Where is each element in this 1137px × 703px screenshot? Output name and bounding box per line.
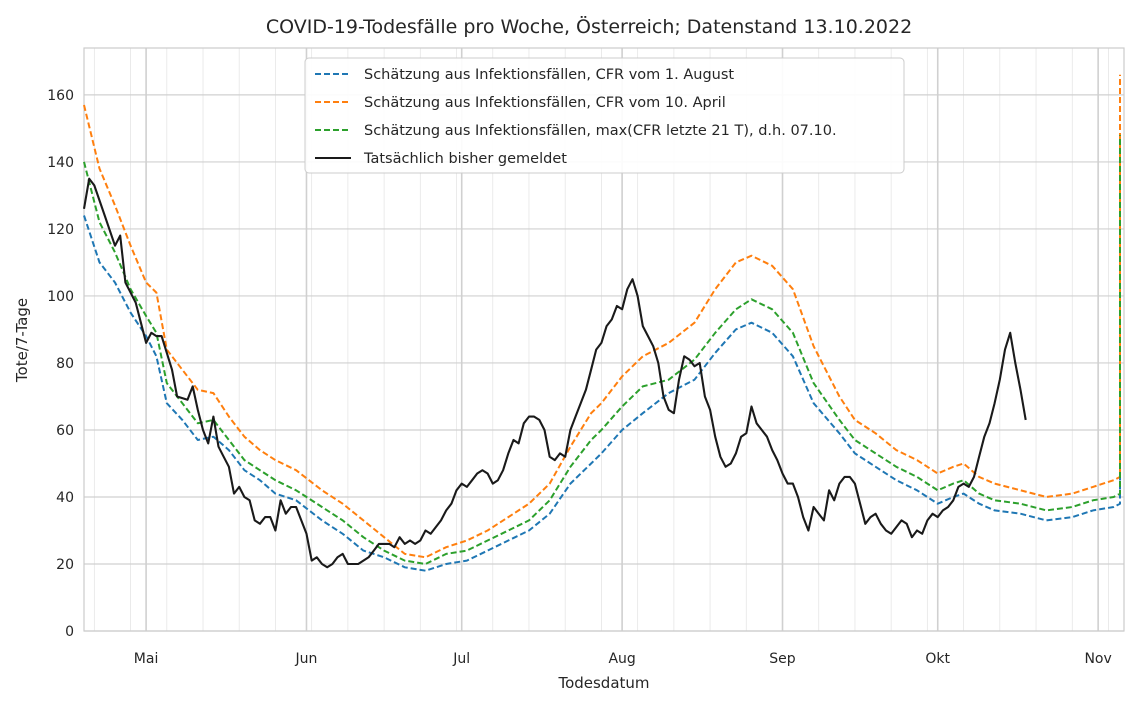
- series-line-4: [82, 177, 1027, 569]
- y-tick-label: 0: [65, 624, 74, 640]
- series-layer: [82, 74, 1121, 572]
- x-tick-label: Aug: [608, 651, 635, 667]
- y-tick-label: 160: [47, 88, 74, 104]
- major-gridlines: [84, 48, 1124, 632]
- y-tick-label: 20: [56, 557, 74, 573]
- y-tick-label: 100: [47, 289, 74, 305]
- x-tick-label: Jul: [452, 651, 470, 667]
- plot-frame: [83, 47, 1125, 632]
- x-tick-label: Okt: [925, 651, 950, 667]
- legend-label: Schätzung aus Infektionsfällen, max(CFR …: [364, 123, 837, 139]
- y-tick-label: 140: [47, 155, 74, 171]
- series-line-3: [83, 135, 1121, 565]
- series-line-1: [83, 178, 1121, 572]
- y-tick-label: 40: [56, 490, 74, 506]
- series-line-2: [83, 74, 1121, 559]
- legend-label: Schätzung aus Infektionsfällen, CFR vom …: [364, 95, 726, 111]
- legend: Schätzung aus Infektionsfällen, CFR vom …: [304, 57, 905, 174]
- x-tick-label: Jun: [295, 651, 318, 667]
- y-axis-ticks: 0 20 40 60 80 100 120 140 160: [47, 88, 74, 640]
- legend-label: Schätzung aus Infektionsfällen, CFR vom …: [364, 67, 734, 83]
- y-axis-label: Tote/7-Tage: [13, 298, 31, 383]
- x-axis-label: Todesdatum: [557, 674, 649, 692]
- y-tick-label: 80: [56, 356, 74, 372]
- y-tick-label: 60: [56, 423, 74, 439]
- y-tick-label: 120: [47, 222, 74, 238]
- x-tick-label: Nov: [1084, 651, 1111, 667]
- x-tick-label: Sep: [769, 651, 796, 667]
- x-axis-ticks: Mai Jun Jul Aug Sep Okt Nov: [134, 651, 1112, 667]
- chart-title: COVID-19-Todesfälle pro Woche, Österreic…: [266, 15, 912, 38]
- legend-frame: [304, 57, 905, 174]
- x-tick-label: Mai: [134, 651, 159, 667]
- legend-label: Tatsächlich bisher gemeldet: [363, 151, 567, 167]
